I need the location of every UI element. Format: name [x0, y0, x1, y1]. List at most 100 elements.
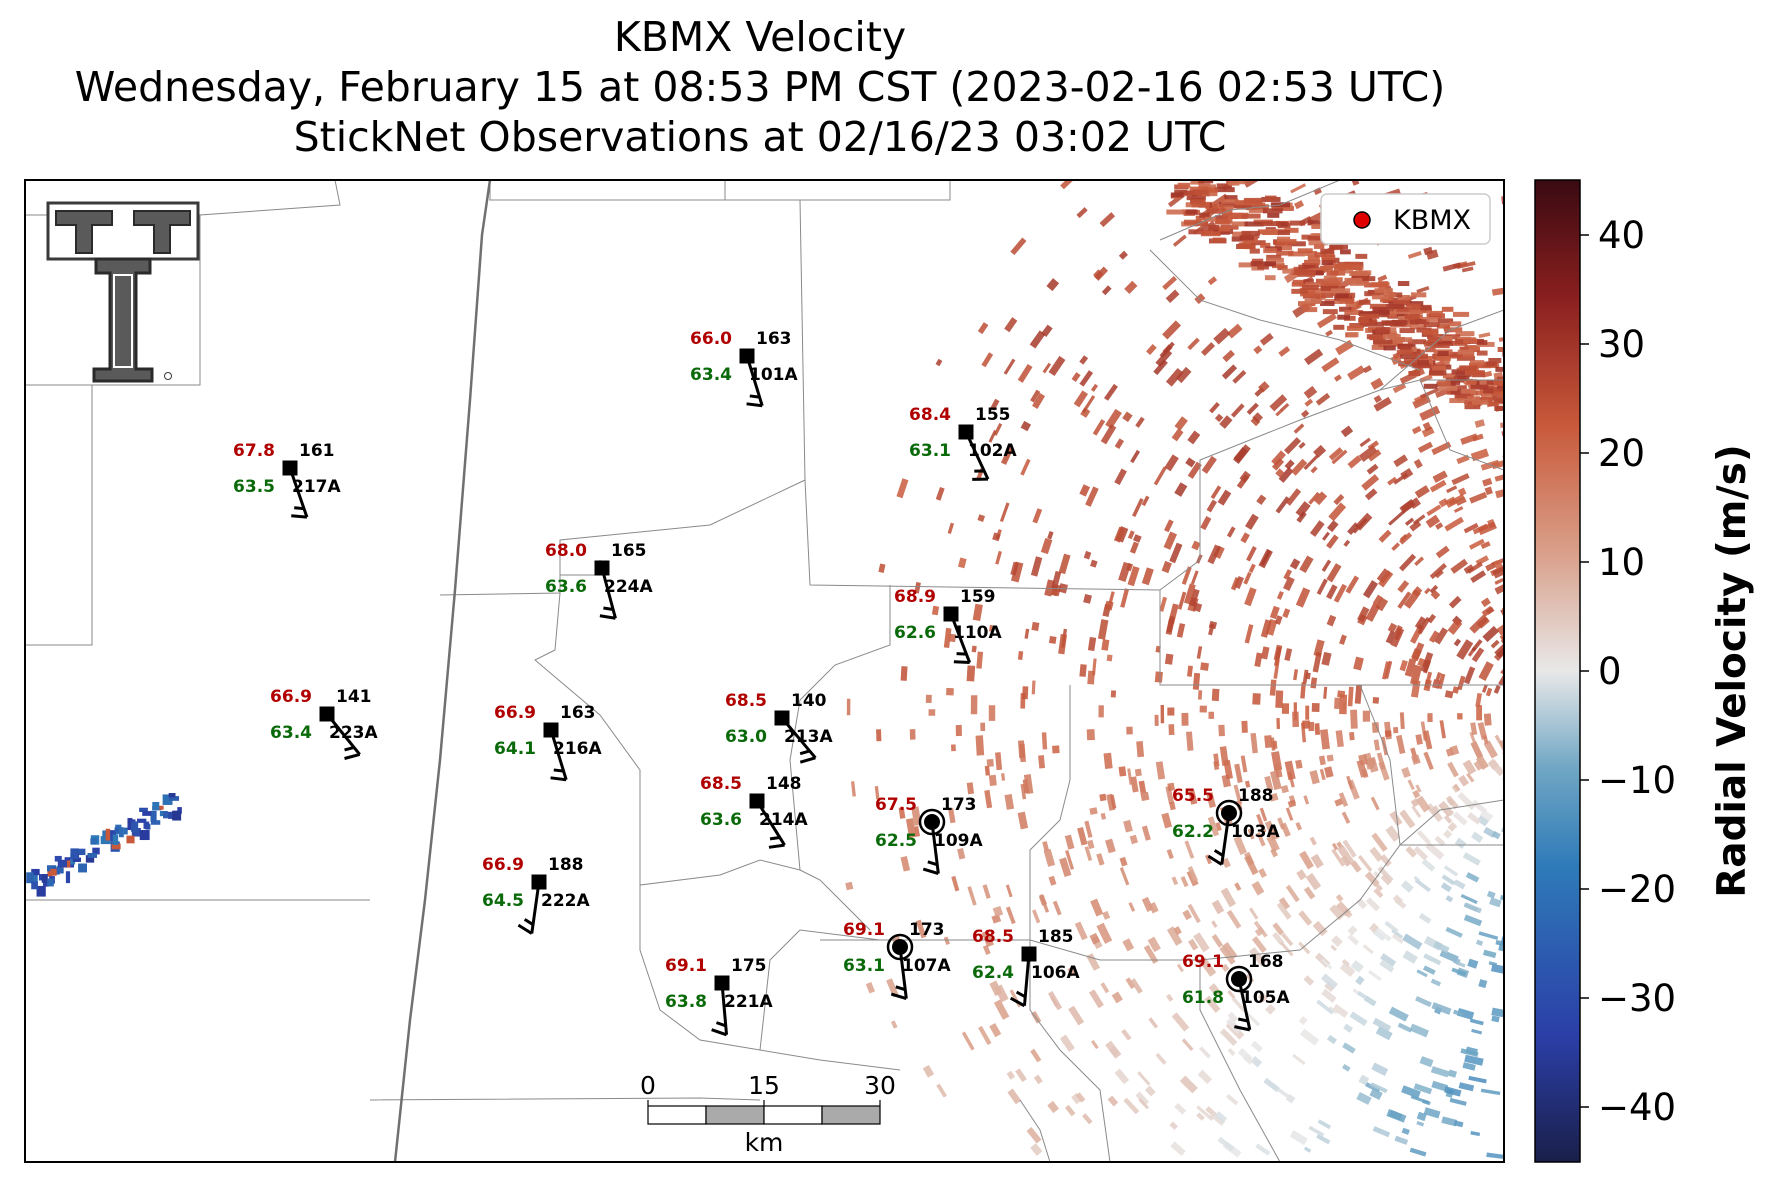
radar-gate [1068, 1005, 1085, 1026]
radar-gate [1155, 349, 1173, 367]
colorbar-tick-label: −40 [1598, 1086, 1676, 1129]
station-216A[interactable]: 66.9 163 64.1 216A [494, 703, 602, 782]
radar-gate [1162, 320, 1182, 340]
radar-gate [1331, 848, 1346, 867]
radar-gate [150, 810, 157, 823]
station-214A[interactable]: 68.5 148 63.6 214A [700, 774, 808, 849]
radar-gate [1492, 395, 1504, 401]
radar-gate [1449, 351, 1463, 357]
station-103A[interactable]: 65.5 188 62.2 103A [1172, 786, 1280, 866]
station-102A[interactable]: 68.4 155 63.1 102A [909, 405, 1017, 481]
radar-gate [47, 878, 54, 887]
radar-gate [1074, 921, 1088, 941]
radar-gate [1467, 958, 1479, 969]
radar-gate [1469, 360, 1485, 366]
radar-gate [1367, 440, 1380, 451]
station-marker-icon [1021, 946, 1037, 962]
radar-gate [1462, 759, 1477, 775]
radar-gate [1480, 597, 1491, 608]
radar-gate [1320, 285, 1339, 291]
radar-gate [1276, 250, 1294, 256]
radar-gate [1020, 458, 1031, 476]
radar-gate [1187, 866, 1199, 882]
radar-gate [961, 1031, 975, 1051]
station-wind-direction: 159 [960, 587, 996, 607]
radar-gate [1122, 938, 1135, 952]
radar-gate [1431, 1002, 1452, 1015]
radar-gate [1189, 588, 1200, 607]
radar-gate [1276, 902, 1292, 920]
wind-barb-flag [291, 514, 308, 519]
station-217A[interactable]: 67.8 161 63.5 217A [233, 441, 341, 519]
radar-gate [1409, 1023, 1430, 1038]
radar-gate [1399, 553, 1417, 572]
radar-gate [1517, 648, 1535, 663]
station-221A[interactable]: 69.1 175 63.8 221A [665, 956, 773, 1037]
station-109A[interactable]: 67.5 173 62.5 109A [875, 795, 983, 876]
radar-gate [1091, 1040, 1099, 1050]
radar-gate [1280, 822, 1291, 838]
radar-gate [1462, 852, 1481, 866]
radar-gate [1373, 870, 1381, 879]
radar-gate [1289, 558, 1301, 570]
radar-gate [1483, 713, 1492, 726]
station-106A[interactable]: 68.5 185 62.4 106A [972, 927, 1080, 1008]
radar-gate [1091, 658, 1097, 676]
scale-label-0: 0 [640, 1071, 656, 1100]
station-101A[interactable]: 66.0 163 63.4 101A [690, 329, 798, 408]
station-110A[interactable]: 68.9 159 62.6 110A [894, 587, 1002, 665]
wind-barb-half-flag [715, 1021, 727, 1028]
radar-gate [1357, 855, 1373, 872]
radar-gate [1390, 627, 1405, 648]
station-213A[interactable]: 68.5 140 63.0 213A [725, 691, 833, 764]
radar-gate [1349, 1011, 1368, 1027]
radar-gate [1372, 306, 1389, 312]
station-107A[interactable]: 69.1 173 63.1 107A [843, 920, 951, 1001]
radar-gate [1205, 187, 1218, 193]
radar-gate [1355, 253, 1368, 259]
radar-gate [1506, 228, 1523, 236]
station-temperature: 66.0 [690, 329, 732, 349]
radar-gate [1043, 848, 1056, 867]
radar-gate [1228, 180, 1240, 186]
radar-gate [1289, 220, 1306, 226]
radar-gate [1332, 1003, 1349, 1018]
station-223A[interactable]: 66.9 141 63.4 223A [270, 687, 378, 760]
radar-gate [1213, 753, 1220, 767]
radar-gate [1184, 840, 1195, 859]
station-222A[interactable]: 66.9 188 64.5 222A [482, 855, 590, 935]
radar-gate [1304, 398, 1314, 407]
radar-gate [1090, 898, 1104, 917]
radar-gate [1428, 630, 1440, 643]
radar-gate [1234, 763, 1243, 783]
radar-gate [1123, 819, 1133, 833]
radar-gate [1271, 450, 1287, 466]
station-105A[interactable]: 69.1 168 61.8 105A [1182, 952, 1290, 1032]
radar-gate [1368, 970, 1382, 981]
radar-gate [1409, 1147, 1427, 1157]
radar-gate [1250, 261, 1262, 267]
radar-gate [1518, 361, 1533, 368]
radar-gate [1022, 686, 1029, 700]
radar-gate [1266, 254, 1282, 260]
station-wind-direction: 168 [1248, 952, 1284, 972]
radar-gate [1476, 814, 1490, 827]
radar-gate [1305, 250, 1317, 256]
radar-gate [1460, 894, 1478, 905]
radar-gate [1143, 944, 1159, 964]
radar-gate [1010, 237, 1027, 256]
radar-gate [1141, 825, 1151, 841]
radar-gate [1305, 705, 1310, 720]
radar-gate [118, 827, 124, 838]
radar-gate [1430, 1066, 1450, 1078]
radar-gate [1083, 550, 1092, 560]
station-224A[interactable]: 68.0 165 63.6 224A [545, 541, 653, 620]
wind-barb-flag [1234, 1025, 1251, 1032]
radar-gate [1504, 183, 1511, 191]
radar-gate [1367, 449, 1382, 462]
radar-gate [1155, 645, 1161, 653]
radar-gate [1291, 288, 1308, 294]
radar-gate [47, 865, 57, 872]
radar-gate [1410, 798, 1420, 808]
radar-gate [1303, 886, 1316, 900]
